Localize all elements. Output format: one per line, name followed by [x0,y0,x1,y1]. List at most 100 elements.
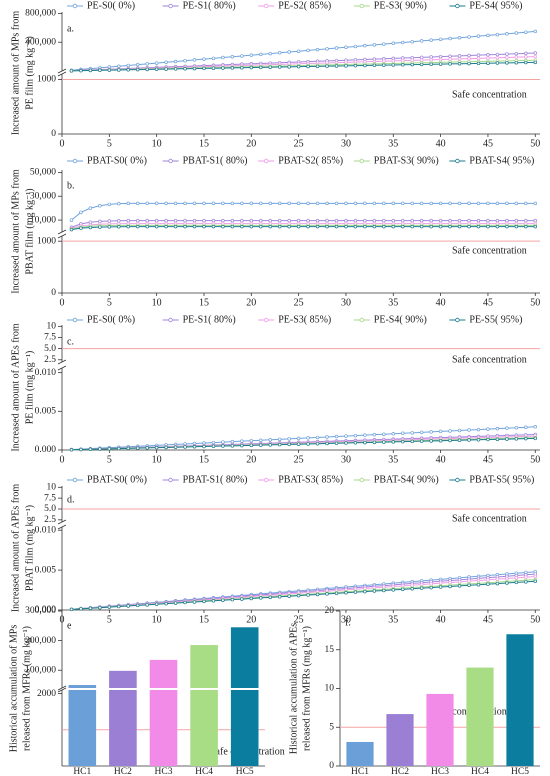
point [401,431,405,436]
y-tick-label: 0.000 [35,605,57,615]
y-tick-label: 0.000 [35,445,57,455]
point [495,52,500,57]
point [514,224,519,229]
y-tick-label: 100,000 [25,665,56,675]
point [249,53,254,57]
point [476,218,481,223]
x-tick-label: HC1 [73,767,91,776]
point [505,576,509,581]
point [249,443,254,448]
bar [426,693,454,766]
point [476,201,481,206]
y-axis-title: Increased amount of MPs from [10,11,21,136]
point [259,596,263,600]
point [306,218,310,223]
point [117,225,121,229]
point [230,55,235,59]
point [372,43,377,47]
point [154,218,159,223]
legend-label: PBAT-S4( 95%) [469,155,534,166]
point [230,597,235,602]
axis-break [57,229,67,235]
point [202,66,206,71]
point [268,595,272,600]
point [533,201,538,206]
axis-break [57,685,67,691]
point [249,218,254,223]
point [486,437,490,442]
point [505,218,509,223]
y-tick-label: 0.005 [35,407,57,417]
point [514,51,519,56]
y-tick-label: 10,000 [30,215,56,225]
point [457,61,462,66]
point [401,218,405,223]
point [230,444,235,448]
point [296,436,301,441]
point [410,586,414,591]
point [486,578,490,582]
point [410,439,414,444]
point [486,33,490,38]
point [429,38,433,42]
legend-label: PE-S4( 95%) [469,0,522,11]
y-tick-label: 7.5 [44,493,56,503]
point [107,202,112,207]
point [495,224,500,229]
point [524,218,528,223]
point [363,218,367,223]
point [202,444,206,449]
point [391,432,396,436]
legend-label: PE-S1( 80%) [183,314,236,325]
point [467,218,471,223]
point [98,68,102,73]
point [117,219,121,223]
point [353,201,358,206]
point [353,218,358,223]
legend-marker [168,317,173,323]
point [173,67,178,71]
point [533,51,538,55]
point [135,218,140,223]
point [429,58,433,62]
series-line [71,223,536,229]
point [419,430,424,435]
x-tick-label: 35 [388,297,398,308]
point [259,438,263,443]
point [240,443,244,448]
point [334,224,339,229]
point [448,224,452,229]
point [334,64,339,68]
legend-label: PBAT-S4( 90%) [374,474,439,485]
point [429,55,433,59]
point [287,65,291,69]
point [457,224,462,229]
x-tick-label: 40 [436,297,446,308]
x-tick-label: 30 [341,614,351,625]
point [382,588,386,593]
point [505,61,509,65]
point [476,438,481,442]
y-axis-title: Increased amount of APEs from [10,323,21,452]
y-tick-label: 50,000 [30,168,56,178]
point [192,58,197,62]
point [448,201,452,206]
series-line [71,226,536,231]
point [306,442,310,446]
point [533,579,538,584]
series-line [71,580,536,610]
y-tick-label: 2000 [37,689,56,699]
point [268,201,272,206]
legend-marker [455,317,460,323]
legend-marker [264,3,269,9]
point [249,65,254,70]
point [315,592,320,597]
point [240,224,244,229]
point [230,201,235,206]
bar-base [68,690,97,766]
point [173,445,178,449]
point [183,600,187,605]
point [391,588,396,592]
point [192,600,197,604]
point [476,578,481,583]
